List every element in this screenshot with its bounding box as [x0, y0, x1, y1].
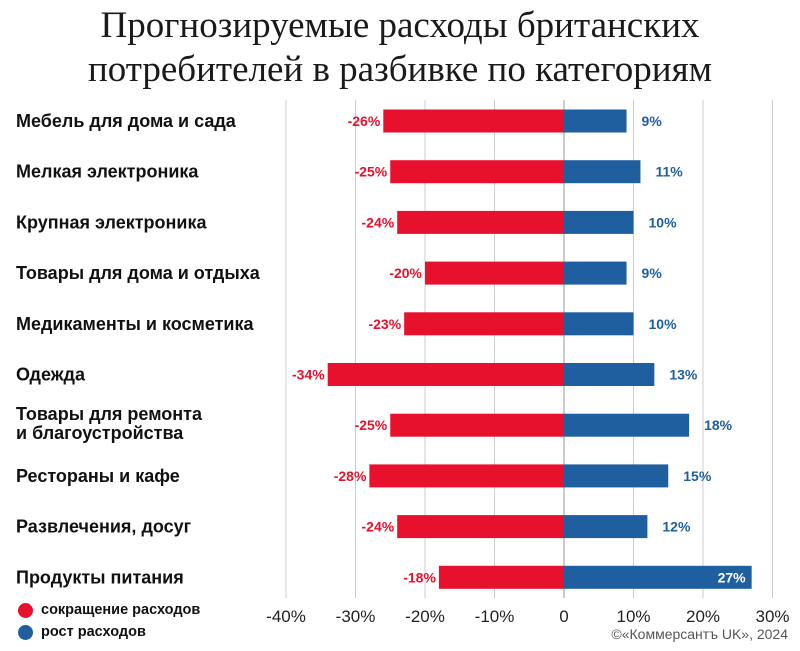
category-labels: Мебель для дома и сада Мелкая электроника… [16, 111, 261, 587]
category-label: Медикаменты и косметика [16, 314, 254, 334]
data-label-decrease: -20% [389, 265, 422, 281]
x-axis-ticks: -40% -30% -20% -10% 0 10% 20% 30% [266, 607, 789, 626]
bar-decrease [438, 565, 564, 589]
x-tick-label: 10% [616, 607, 650, 626]
bar-increase [564, 515, 648, 539]
data-label-increase: 15% [683, 468, 712, 484]
legend-item-increase: рост расходов [18, 621, 200, 643]
legend: сокращение расходов рост расходов [18, 599, 200, 643]
bar-decrease [390, 413, 564, 437]
legend-label-increase: рост расходов [41, 624, 146, 640]
data-label-decrease: -25% [355, 417, 388, 433]
data-label-increase: 10% [649, 214, 678, 230]
x-tick-label: -40% [266, 607, 306, 626]
category-label: Одежда [16, 365, 86, 385]
bar-decrease [425, 261, 564, 285]
x-tick-label: 30% [755, 607, 789, 626]
chart-title-line-2: потребителей в разбивке по категориям [87, 49, 713, 90]
data-label-increase: 11% [655, 164, 683, 180]
bar-increase [564, 109, 627, 133]
legend-dot-blue-icon [18, 624, 33, 640]
bar-decrease [404, 312, 564, 336]
category-label: Мебель для дома и сада [16, 111, 237, 131]
bar-increase [564, 160, 641, 184]
chart-title: Прогнозируемые расходы британских потреб… [0, 4, 800, 92]
bar-decrease [390, 160, 564, 184]
data-label-increase: 18% [704, 417, 733, 433]
bar-increase [564, 363, 655, 386]
data-label-decrease: -24% [362, 519, 395, 535]
data-label-increase: 13% [669, 367, 698, 383]
x-tick-label: -30% [336, 607, 376, 626]
data-label-decrease: -34% [292, 367, 325, 383]
data-label-increase: 9% [642, 113, 663, 129]
data-label-decrease: -18% [403, 569, 436, 585]
bar-increase [564, 565, 752, 589]
data-label-increase: 27% [718, 569, 747, 585]
bar-decrease [397, 210, 564, 234]
x-tick-label: 20% [686, 607, 720, 626]
category-label: Товары для ремонта [16, 404, 203, 424]
bar-increase [564, 261, 627, 285]
data-label-increase: 12% [662, 519, 691, 535]
data-label-decrease: -23% [368, 316, 401, 332]
category-label: Мелкая электроника [16, 162, 199, 182]
bar-decrease [327, 363, 564, 386]
data-label-decrease: -24% [362, 214, 395, 230]
x-tick-label: -20% [405, 607, 445, 626]
bar-decrease [397, 515, 564, 539]
chart-title-line-1: Прогнозируемые расходы британских [100, 5, 700, 46]
category-label: Развлечения, досуг [16, 517, 192, 537]
source-credit: ©«Коммерсантъ UK», 2024 [611, 626, 788, 642]
data-label-decrease: -25% [355, 164, 388, 180]
category-label: Рестораны и кафе [16, 466, 180, 486]
bar-increase [564, 464, 669, 488]
legend-item-decrease: сокращение расходов [18, 599, 200, 621]
x-tick-label: 0 [559, 607, 568, 626]
data-label-decrease: -26% [348, 113, 381, 129]
category-label: Продукты питания [16, 567, 184, 587]
bar-increase [564, 312, 634, 336]
data-label-increase: 9% [642, 265, 663, 281]
category-label-line-2: и благоустройства [16, 423, 184, 443]
bar-increase [564, 210, 634, 234]
bar-increase [564, 413, 690, 437]
x-tick-label: -10% [475, 607, 515, 626]
bars: -26% 9% -25% 11% -24% 10% -20% 9% -23% 10% -34% 13%… [292, 109, 752, 589]
bar-decrease [369, 464, 564, 488]
data-label-increase: 10% [649, 316, 678, 332]
legend-dot-red-icon [18, 602, 33, 618]
category-label: Крупная электроника [16, 212, 207, 232]
bar-decrease [383, 109, 564, 133]
legend-label-decrease: сокращение расходов [41, 602, 201, 618]
category-label: Товары для дома и отдыха [16, 263, 261, 283]
data-label-decrease: -28% [334, 468, 367, 484]
